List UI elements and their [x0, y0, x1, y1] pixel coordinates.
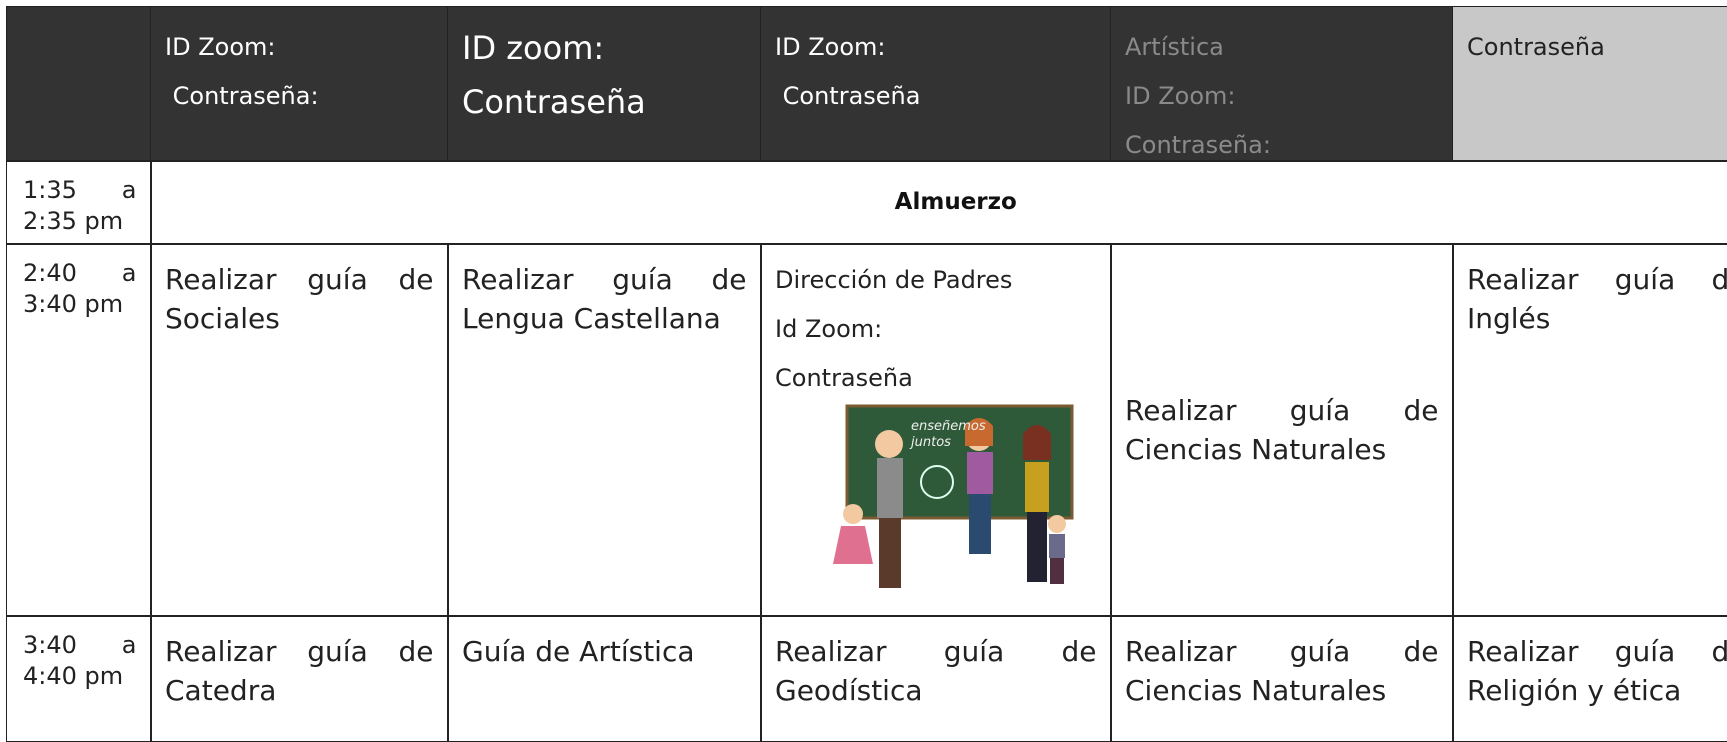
cell-content: Realizar guía de Ciencias Naturales — [1125, 391, 1439, 469]
header-text: Artística — [1125, 33, 1224, 61]
class-cell: Realizar guía de Catedra — [150, 615, 449, 742]
header-text: Contraseña — [1467, 33, 1605, 61]
time-text: 2:35 pm — [23, 207, 124, 235]
header-text: Contraseña: — [165, 82, 319, 110]
cell-text: Realizar guía de Religión y ética — [1467, 635, 1727, 707]
time-text: 2:40 a — [23, 259, 137, 287]
cell-content: Realizar guía de Ciencias Naturales — [1125, 632, 1439, 710]
header-text: Contraseña — [462, 83, 646, 121]
cell-content: Realizar guía de Religión y ética — [1467, 632, 1727, 710]
time-cell: 1:35 a 2:35 pm — [6, 160, 152, 245]
merged-text: Almuerzo — [894, 189, 1017, 216]
class-cell: Realizar guía de Ciencias Naturales — [1110, 243, 1454, 617]
cell-content: Dirección de Padres Id Zoom: Contraseña — [775, 256, 1097, 403]
class-cell: Realizar guía de Lengua Castellana — [447, 243, 762, 617]
header-text: ID zoom: — [462, 29, 605, 67]
cell-content: Realizar guía de Sociales — [165, 260, 434, 338]
time-text: 3:40 a — [23, 631, 137, 659]
illustration-caption: enseñemos juntos — [909, 419, 986, 450]
header-cell: Artística ID Zoom: Contraseña: — [1110, 6, 1454, 162]
class-cell: Realizar guía de Geodística — [760, 615, 1112, 742]
header-text: ID Zoom: — [1125, 82, 1236, 110]
class-cell: Realizar guía de Ciencias Naturales — [1110, 615, 1454, 742]
merged-cell: Almuerzo — [150, 160, 1727, 245]
time-cell: 3:40 a 4:40 pm — [6, 615, 152, 742]
time-cell: 2:40 a 3:40 pm — [6, 243, 152, 617]
parents-illustration: enseñemos juntos — [833, 404, 1074, 588]
cell-content: Realizar guía de Catedra — [165, 632, 434, 710]
time-text: 3:40 pm — [23, 290, 124, 318]
cell-text: Realizar guía de Inglés — [1467, 263, 1727, 335]
cell-content: Realizar guía de Geodística — [775, 632, 1097, 710]
caption-line: juntos — [909, 435, 951, 450]
class-cell: Dirección de Padres Id Zoom: Contraseña ens… — [760, 243, 1112, 617]
header-corner — [6, 6, 152, 162]
header-text: Contraseña: — [1125, 131, 1271, 159]
cell-text: Guía de Artística — [462, 635, 695, 668]
time-text: 4:40 pm — [23, 662, 124, 690]
class-cell: Realizar guía de Religión y ética — [1452, 615, 1727, 742]
cell-text: Realizar guía de Catedra — [165, 635, 443, 707]
cell-content: Realizar guía de Lengua Castellana — [462, 260, 747, 338]
class-cell: Guía de Artística — [447, 615, 762, 742]
cell-content: Realizar guía de Inglés — [1467, 260, 1727, 338]
time-text: 1:35 a — [23, 176, 137, 204]
cell-text: Contraseña — [775, 364, 913, 392]
caption-line: enseñemos — [911, 419, 986, 434]
cell-text: Realizar guía de Ciencias Naturales — [1125, 393, 1448, 466]
cell-content: Guía de Artística — [462, 632, 747, 671]
page: ID Zoom: Contraseña: ID zoom: Contraseña ID… — [6, 6, 1727, 742]
header-text: ID Zoom: — [775, 33, 886, 61]
cell-text: Dirección de Padres — [775, 266, 1013, 294]
class-cell: Realizar guía de Inglés — [1452, 243, 1727, 617]
cell-text: Realizar guía de Ciencias Naturales — [1125, 635, 1448, 707]
class-cell: Realizar guía de Sociales — [150, 243, 449, 617]
cell-text: Realizar guía de Sociales — [165, 263, 443, 335]
header-cell: Contraseña — [1452, 6, 1727, 162]
header-text: ID Zoom: — [165, 33, 276, 61]
cell-text: Realizar guía de Lengua Castellana — [462, 263, 756, 335]
header-cell: ID Zoom: Contraseña: — [150, 6, 449, 162]
cell-text: Id Zoom: — [775, 315, 883, 343]
header-text: Contraseña — [775, 82, 921, 110]
header-cell: ID Zoom: Contraseña — [760, 6, 1112, 162]
header-cell: ID zoom: Contraseña — [447, 6, 762, 162]
cell-text: Realizar guía de Geodística — [775, 635, 1106, 707]
